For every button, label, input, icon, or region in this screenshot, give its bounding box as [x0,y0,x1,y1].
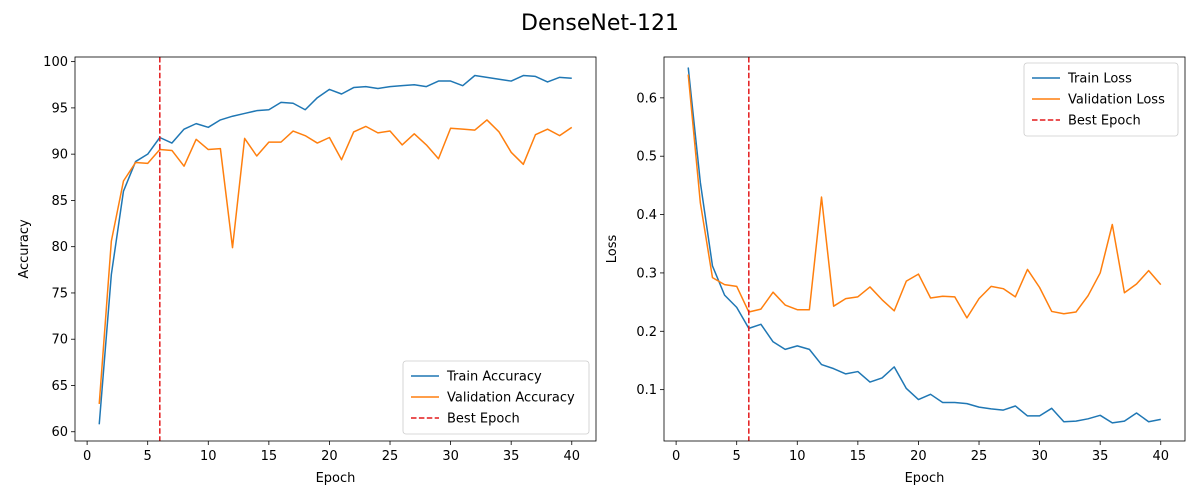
series-line-train-accuracy [98,74,572,425]
x-tick-label: 20 [321,449,338,464]
figure-title: DenseNet-121 [521,11,679,36]
x-tick-label: 30 [442,449,459,464]
x-tick-label: 5 [733,449,741,464]
x-tick-label: 15 [850,449,867,464]
y-tick-label: 70 [51,333,68,348]
y-tick-label: 80 [51,240,68,255]
plot-frame [663,56,1186,442]
y-axis-label: Accuracy [17,219,32,279]
x-tick-label: 20 [910,449,927,464]
x-tick-label: 35 [503,449,520,464]
accuracy-chart: 0 5 10 15 20 25 30 35 40 60 65 70 75 80 85 90 95 100 Epoch… [17,55,597,486]
x-tick-label: 0 [672,449,680,464]
y-tick-label: 0.2 [636,325,657,340]
y-axis-label: Loss [605,235,620,264]
y-tick-label: 90 [51,148,68,163]
x-tick-label: 5 [144,449,152,464]
legend: Train Accuracy Validation Accuracy Best Ep… [402,360,590,435]
series-line-train-loss [687,67,1161,424]
loss-chart: 0 5 10 15 20 25 30 35 40 0.1 0.2 0.3 0.4 0.5 0.6 Epoch L… [605,56,1186,486]
legend-box [1023,62,1179,137]
legend-label: Validation Loss [1068,93,1165,108]
y-tick-label: 100 [43,55,68,70]
x-tick-label: 10 [200,449,217,464]
y-tick-label: 0.5 [636,150,657,165]
plot-frame [74,56,597,442]
x-tick-label: 0 [83,449,91,464]
x-tick-label: 15 [261,449,278,464]
legend-box [402,360,590,435]
y-tick-label: 75 [51,286,68,301]
legend: Train Loss Validation Loss Best Epoch [1023,62,1179,137]
legend-label: Train Loss [1067,72,1132,87]
x-axis-label: Epoch [316,471,356,486]
x-axis-label: Epoch [905,471,945,486]
x-tick-label: 25 [382,449,399,464]
y-tick-label: 95 [51,101,68,116]
x-tick-label: 40 [1152,449,1169,464]
legend-label: Best Epoch [1068,114,1141,129]
y-tick-label: 65 [51,379,68,394]
legend-label: Validation Accuracy [447,391,575,406]
y-tick-label: 0.6 [636,91,657,106]
y-tick-label: 85 [51,194,68,209]
x-tick-label: 35 [1092,449,1109,464]
y-tick-label: 0.4 [636,208,657,223]
x-tick-label: 40 [563,449,580,464]
legend-label: Best Epoch [447,412,520,427]
legend-label: Train Accuracy [446,370,542,385]
series-line-validation-accuracy [98,119,573,405]
y-tick-label: 60 [51,425,68,440]
x-tick-label: 30 [1031,449,1048,464]
series-line-validation-loss [687,74,1162,319]
y-tick-label: 0.3 [636,266,657,281]
y-tick-label: 0.1 [636,383,657,398]
x-tick-label: 10 [789,449,806,464]
x-tick-label: 25 [971,449,988,464]
